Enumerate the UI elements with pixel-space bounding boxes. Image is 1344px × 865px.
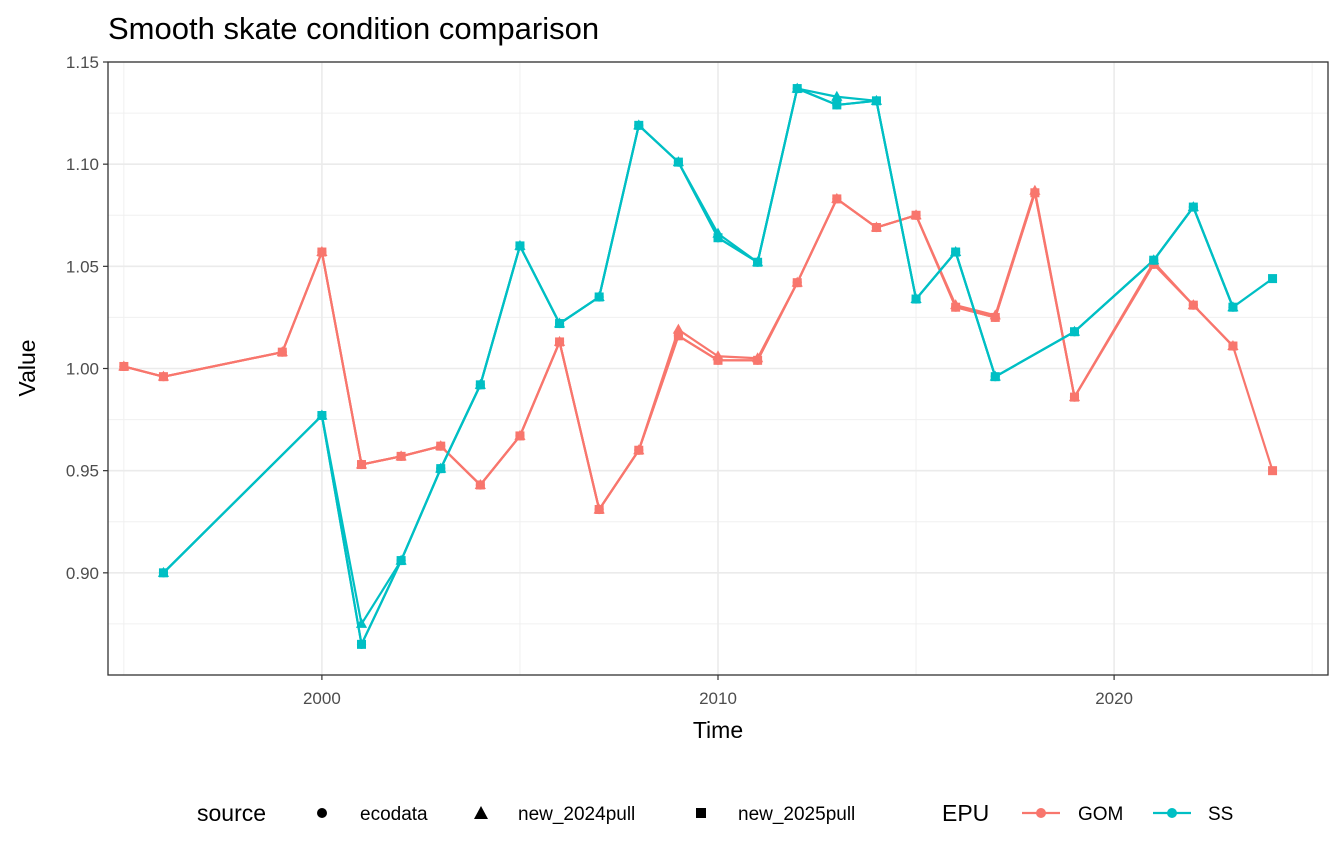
point-gom-new-2025pull xyxy=(634,445,644,455)
x-tick-label: 2010 xyxy=(699,689,737,708)
point-gom-new-2025pull xyxy=(713,355,723,365)
point-gom-new-2025pull xyxy=(1268,466,1278,476)
point-ss-new-2025pull xyxy=(158,568,168,578)
point-ss-new-2025pull xyxy=(753,257,763,267)
point-ss-new-2025pull xyxy=(436,464,446,474)
legend: source ecodata new_2024pull new_2025pull… xyxy=(197,800,1233,826)
point-ss-new-2025pull xyxy=(594,292,604,302)
point-gom-new-2025pull xyxy=(871,223,881,233)
y-axis-ticks: 0.90 0.95 1.00 1.05 1.10 1.15 xyxy=(66,53,108,583)
point-gom-new-2025pull xyxy=(357,460,367,470)
point-ss-new-2025pull xyxy=(792,84,802,94)
point-ss-new-2025pull xyxy=(1228,302,1238,312)
point-ss-new-2025pull xyxy=(634,120,644,130)
point-ss-new-2025pull xyxy=(396,556,406,566)
point-gom-new-2025pull xyxy=(951,302,961,312)
point-ss-new-2025pull xyxy=(357,639,367,649)
point-ss-new-2025pull xyxy=(713,233,723,243)
point-gom-new-2025pull xyxy=(119,361,129,371)
point-ss-new-2025pull xyxy=(871,96,881,106)
legend-item-ecodata: ecodata xyxy=(317,804,428,825)
point-ss-new-2025pull xyxy=(1268,274,1278,284)
legend-label-gom: GOM xyxy=(1078,804,1123,825)
point-gom-new-2025pull xyxy=(911,210,921,220)
legend-gom-marker xyxy=(1036,808,1046,818)
point-ss-new-2025pull xyxy=(1188,202,1198,212)
point-ss-new-2025pull xyxy=(475,380,485,390)
series-line-ss-new-2025pull xyxy=(162,87,1274,646)
point-ss-new-2025pull xyxy=(990,372,1000,382)
legend-circle-marker xyxy=(317,808,327,818)
legend-triangle-marker xyxy=(474,806,488,819)
legend-source-title: source xyxy=(197,800,266,826)
point-gom-new-2025pull xyxy=(158,372,168,382)
point-gom-new-2025pull xyxy=(832,194,842,204)
point-ss-new-2025pull xyxy=(673,157,683,167)
point-gom-new-2025pull xyxy=(753,355,763,365)
point-gom-new-2025pull xyxy=(515,431,525,441)
x-axis-ticks: 2000 2010 2020 xyxy=(303,675,1133,708)
point-gom-new-2025pull xyxy=(1030,188,1040,198)
legend-label-new-2024pull: new_2024pull xyxy=(518,804,635,825)
x-axis-title: Time xyxy=(693,717,743,743)
legend-item-new-2024pull: new_2024pull xyxy=(474,804,635,825)
legend-item-new-2025pull: new_2025pull xyxy=(696,804,855,825)
legend-epu-title: EPU xyxy=(942,800,989,826)
point-ss-new-2024pull xyxy=(355,617,368,628)
legend-label-ecodata: ecodata xyxy=(360,804,428,825)
point-gom-new-2025pull xyxy=(673,331,683,341)
legend-label-new-2025pull: new_2025pull xyxy=(738,804,855,825)
legend-label-ss: SS xyxy=(1208,804,1233,825)
y-tick-label: 1.15 xyxy=(66,53,99,72)
point-ss-new-2024pull xyxy=(831,90,843,101)
point-gom-new-2025pull xyxy=(396,451,406,461)
point-gom-new-2025pull xyxy=(277,347,287,357)
y-axis-title: Value xyxy=(14,339,40,396)
point-ss-new-2025pull xyxy=(832,100,842,110)
point-gom-new-2025pull xyxy=(555,337,565,347)
legend-ss-marker xyxy=(1167,808,1177,818)
legend-square-marker xyxy=(696,808,706,818)
point-ss-new-2025pull xyxy=(515,241,525,251)
y-tick-label: 1.00 xyxy=(66,360,99,379)
legend-item-gom: GOM xyxy=(1022,804,1123,825)
y-tick-label: 0.90 xyxy=(66,564,99,583)
point-ss-new-2025pull xyxy=(1069,327,1079,337)
point-gom-new-2024pull xyxy=(672,323,684,334)
point-ss-new-2025pull xyxy=(1149,255,1159,265)
point-gom-new-2025pull xyxy=(1188,300,1198,310)
series-points xyxy=(118,82,1278,649)
point-gom-new-2025pull xyxy=(475,480,485,490)
point-gom-new-2025pull xyxy=(594,504,604,514)
point-gom-new-2025pull xyxy=(792,278,802,288)
point-ss-new-2025pull xyxy=(911,294,921,304)
point-ss-new-2025pull xyxy=(317,410,327,420)
point-gom-new-2025pull xyxy=(1069,392,1079,402)
point-gom-new-2025pull xyxy=(317,247,327,257)
legend-item-ss: SS xyxy=(1153,804,1233,825)
point-gom-new-2025pull xyxy=(1228,341,1238,351)
y-tick-label: 1.10 xyxy=(66,155,99,174)
chart-title: Smooth skate condition comparison xyxy=(108,11,599,46)
point-gom-new-2025pull xyxy=(990,312,1000,322)
point-ss-new-2025pull xyxy=(951,247,961,257)
point-ss-new-2025pull xyxy=(555,319,565,329)
y-tick-label: 0.95 xyxy=(66,462,99,481)
x-tick-label: 2000 xyxy=(303,689,341,708)
x-tick-label: 2020 xyxy=(1095,689,1133,708)
point-gom-new-2025pull xyxy=(436,441,446,451)
y-tick-label: 1.05 xyxy=(66,257,99,276)
